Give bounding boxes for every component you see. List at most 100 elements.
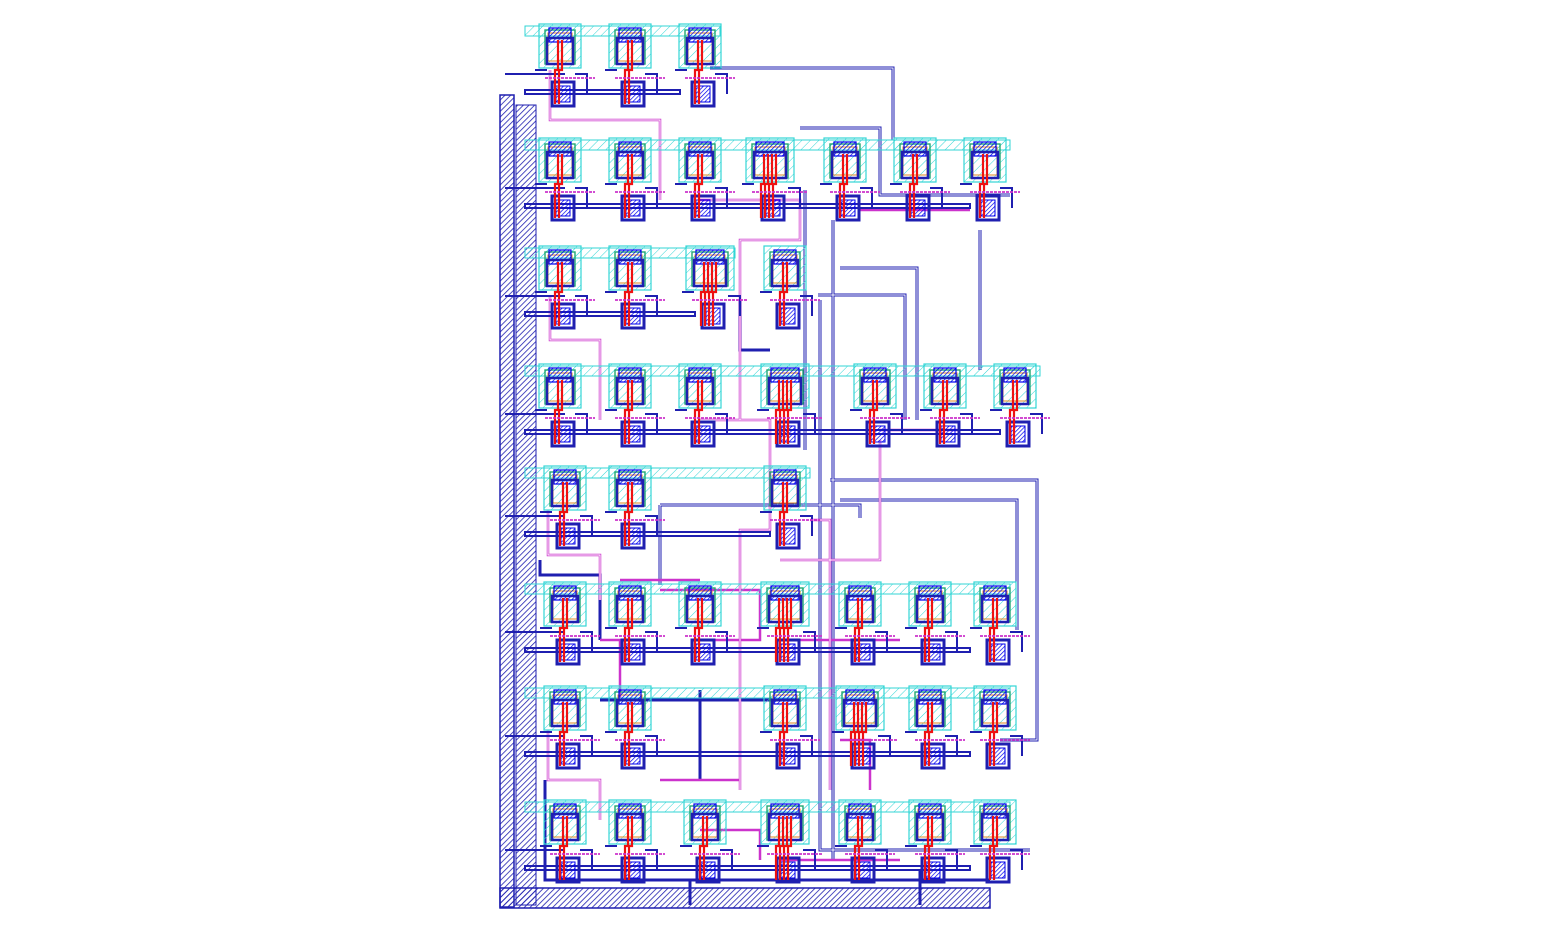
- standard-cell[interactable]: [835, 581, 895, 666]
- poly-gate: [978, 154, 985, 218]
- standard-cell[interactable]: [890, 137, 950, 222]
- poly-gate: [558, 702, 565, 766]
- cell-metal1: [615, 478, 645, 508]
- standard-cell[interactable]: [760, 245, 820, 330]
- standard-cell[interactable]: [605, 245, 665, 330]
- cell-pin: [850, 409, 903, 434]
- poly-gate: [693, 380, 700, 444]
- standard-cell[interactable]: [680, 799, 740, 884]
- cell-pin: [960, 183, 1013, 208]
- poly-gate: [774, 598, 781, 662]
- standard-cell[interactable]: [605, 137, 665, 222]
- standard-cell[interactable]: [535, 137, 595, 222]
- row-rail: [524, 647, 971, 653]
- standard-cell[interactable]: [850, 363, 910, 448]
- cell-nmos: [850, 856, 876, 884]
- standard-cell[interactable]: [832, 685, 898, 770]
- standard-cell[interactable]: [540, 799, 600, 884]
- cell-contacts: [688, 367, 712, 383]
- standard-cell[interactable]: [742, 137, 808, 222]
- standard-cell[interactable]: [757, 363, 823, 448]
- cell-pin: [605, 731, 658, 756]
- cell-metal1: [980, 698, 1010, 728]
- poly-gate: [923, 816, 930, 880]
- cell-row: [505, 245, 820, 330]
- standard-cell[interactable]: [535, 363, 595, 448]
- cell-metal1: [770, 698, 800, 728]
- cell-pin: [970, 627, 1023, 652]
- cell-contacts: [983, 585, 1007, 601]
- cell-pin: [832, 731, 891, 756]
- standard-cell[interactable]: [760, 465, 820, 550]
- standard-cell[interactable]: [675, 581, 735, 666]
- poly-gate: [842, 154, 849, 218]
- standard-cell[interactable]: [920, 363, 980, 448]
- cell-pin: [605, 409, 658, 434]
- poly-gate: [853, 816, 860, 880]
- standard-cell[interactable]: [605, 23, 665, 108]
- poly-gate: [699, 262, 706, 326]
- standard-cell[interactable]: [540, 581, 600, 666]
- standard-cell[interactable]: [675, 363, 735, 448]
- poly-gate: [778, 598, 785, 662]
- cell-pin: [820, 183, 873, 208]
- cell-row: [505, 465, 820, 550]
- standard-cell[interactable]: [970, 799, 1030, 884]
- cell-metal1: [842, 698, 878, 728]
- cell-metal1: [860, 376, 890, 406]
- poly-gate: [707, 262, 714, 326]
- standard-cell[interactable]: [960, 137, 1020, 222]
- standard-cell[interactable]: [605, 799, 665, 884]
- cell-pin: [970, 845, 1023, 870]
- standard-cell[interactable]: [990, 363, 1050, 448]
- cell-metal1: [845, 812, 875, 842]
- standard-cell[interactable]: [757, 581, 823, 666]
- standard-cell[interactable]: [535, 245, 595, 330]
- standard-cell[interactable]: [820, 137, 880, 222]
- standard-cell[interactable]: [605, 685, 665, 770]
- cell-nmos: [620, 522, 646, 550]
- poly-gate: [923, 702, 930, 766]
- standard-cell[interactable]: [905, 581, 965, 666]
- poly-gate: [562, 598, 569, 662]
- cell-contacts: [770, 803, 800, 819]
- standard-cell[interactable]: [970, 685, 1030, 770]
- standard-cell[interactable]: [605, 465, 665, 550]
- standard-cell[interactable]: [905, 685, 965, 770]
- cell-pin: [540, 845, 593, 870]
- cell-contacts: [548, 249, 572, 265]
- row-rail: [524, 865, 971, 871]
- poly-gate: [1008, 380, 1015, 444]
- cell-contacts: [618, 367, 642, 383]
- standard-cell[interactable]: [675, 23, 735, 108]
- standard-cell[interactable]: [682, 245, 748, 330]
- row-rail: [524, 203, 971, 209]
- standard-cell[interactable]: [605, 363, 665, 448]
- standard-cell[interactable]: [675, 137, 735, 222]
- standard-cell[interactable]: [535, 23, 595, 108]
- standard-cell[interactable]: [757, 799, 823, 884]
- poly-gate: [778, 262, 785, 326]
- cell-pin: [535, 183, 588, 208]
- standard-cell[interactable]: [540, 465, 600, 550]
- cell-pin: [742, 183, 801, 208]
- standard-cell[interactable]: [905, 799, 965, 884]
- poly-gate: [698, 816, 705, 880]
- cell-contacts: [548, 27, 572, 43]
- cell-metal1: [915, 698, 945, 728]
- standard-cell[interactable]: [835, 799, 895, 884]
- standard-cell[interactable]: [970, 581, 1030, 666]
- standard-cell[interactable]: [605, 581, 665, 666]
- poly-gate: [759, 154, 766, 218]
- poly-gate: [558, 816, 565, 880]
- cell-nmos: [850, 638, 876, 666]
- standard-cell[interactable]: [540, 685, 600, 770]
- poly-gate: [942, 380, 949, 444]
- cell-metal1: [767, 812, 803, 842]
- cell-metal1: [830, 150, 860, 180]
- cell-pin: [760, 291, 813, 316]
- standard-cell[interactable]: [760, 685, 820, 770]
- poly-gate: [558, 482, 565, 546]
- cell-row: [505, 363, 1050, 448]
